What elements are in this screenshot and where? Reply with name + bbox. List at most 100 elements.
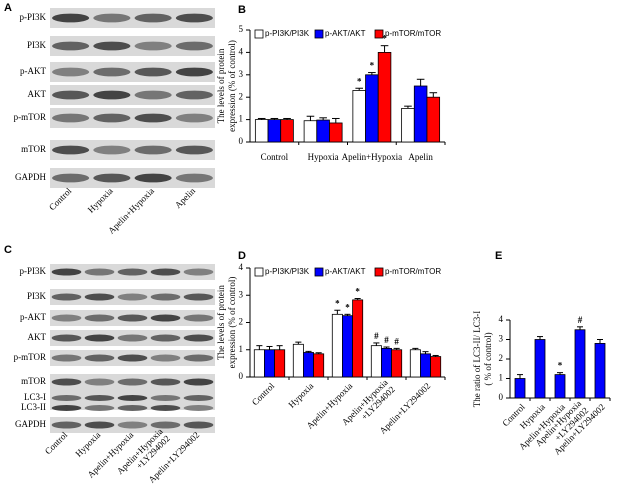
- bar: [267, 119, 282, 143]
- x-tick-label: Control: [261, 152, 289, 162]
- panel-letter: D: [238, 250, 246, 262]
- blot-band: [51, 268, 82, 276]
- bar: [254, 119, 269, 143]
- blot-band: [84, 268, 115, 276]
- blot-row-label: LC3-II: [21, 402, 46, 412]
- blot-row-label: PI3K: [27, 291, 47, 301]
- legend-swatch: [254, 29, 264, 39]
- blot-strip: [50, 108, 215, 128]
- y-tick-label: 3: [239, 69, 244, 79]
- significance-marker: *: [335, 298, 340, 308]
- blot-band: [175, 113, 213, 123]
- blot-band: [183, 405, 214, 411]
- blot-band: [150, 314, 181, 322]
- panel-letter: A: [4, 2, 12, 14]
- blot-row-label: p-AKT: [20, 312, 46, 322]
- bar: [264, 349, 275, 378]
- blot-band: [183, 395, 214, 401]
- legend-label: p-mTOR/mTOR: [385, 29, 441, 38]
- significance-marker: #: [374, 331, 379, 341]
- blot-band: [51, 421, 82, 429]
- y-tick-label: 1: [239, 344, 244, 354]
- blot-strip: [50, 8, 215, 28]
- blot-band: [93, 145, 131, 155]
- blot-row-label: AKT: [28, 89, 47, 99]
- y-tick-label: 2: [239, 91, 244, 101]
- legend-label: p-AKT/AKT: [325, 29, 366, 38]
- bar: [377, 52, 392, 143]
- bar: [253, 349, 265, 378]
- blot-band: [93, 67, 131, 77]
- significance-marker: *: [355, 287, 360, 297]
- bar: [313, 353, 325, 378]
- significance-marker: *: [382, 34, 387, 44]
- blot-band: [150, 378, 181, 386]
- legend-swatch: [374, 29, 384, 39]
- blot-band: [150, 334, 181, 342]
- bar: [352, 299, 364, 378]
- bar: [331, 313, 343, 378]
- blot-band: [183, 293, 214, 301]
- blot-band: [84, 395, 115, 401]
- blot-row-label: p-mTOR: [14, 352, 46, 362]
- y-tick-label: 4: [239, 262, 244, 272]
- significance-marker: *: [370, 61, 375, 71]
- blot-band: [117, 268, 148, 276]
- blot-row-label: mTOR: [21, 144, 46, 154]
- blot-row-label: AKT: [28, 332, 47, 342]
- significance-marker: *: [357, 76, 362, 86]
- significance-marker: *: [345, 302, 350, 312]
- x-tick-label: Control: [250, 380, 277, 407]
- blot-band: [150, 395, 181, 401]
- blot-band: [117, 334, 148, 342]
- blot-band: [175, 67, 213, 77]
- bar: [420, 353, 431, 378]
- blot-band: [117, 405, 148, 411]
- y-tick-label: 1: [499, 373, 504, 383]
- y-tick-label: 0: [499, 392, 504, 402]
- legend-swatch: [254, 267, 264, 277]
- blot-band: [93, 13, 131, 23]
- x-tick-label: Hypoxia: [286, 381, 315, 410]
- bar: [303, 120, 318, 143]
- blot-band: [175, 173, 213, 183]
- bar: [574, 329, 586, 399]
- lane-label: Hypoxia: [73, 430, 102, 459]
- blot-band: [150, 293, 181, 301]
- blot-band: [117, 395, 148, 401]
- blot-band: [117, 314, 148, 322]
- lane-label: Control: [47, 185, 74, 212]
- bar: [426, 96, 441, 143]
- bar: [430, 356, 442, 378]
- y-tick-label: 0: [239, 136, 244, 146]
- bar: [370, 345, 382, 378]
- legend-swatch: [374, 267, 384, 277]
- blot-strip: [50, 85, 215, 105]
- bar: [391, 349, 403, 378]
- blot-band: [175, 13, 213, 23]
- bar: [381, 347, 392, 378]
- bar: [280, 119, 294, 143]
- bar: [274, 349, 286, 378]
- blot-band: [117, 378, 148, 386]
- significance-marker: #: [394, 336, 399, 346]
- legend-swatch: [314, 267, 324, 277]
- blot-band: [183, 378, 214, 386]
- y-tick-label: 0: [239, 371, 244, 381]
- y-tick-label: 3: [239, 289, 244, 299]
- legend-label: p-mTOR/mTOR: [385, 267, 441, 276]
- significance-marker: #: [578, 315, 583, 325]
- blot-band: [93, 41, 131, 51]
- panel-letter: E: [495, 250, 502, 262]
- blot-strip: [50, 140, 215, 160]
- y-axis-label: The ratio of LC3-II/ LC3-I: [472, 311, 482, 407]
- bar: [342, 315, 353, 378]
- blot-band: [93, 90, 131, 100]
- blot-row-label: GAPDH: [15, 172, 47, 182]
- blot-band: [52, 13, 90, 23]
- bar: [594, 342, 606, 399]
- blot-band: [52, 90, 90, 100]
- blot-band: [134, 67, 172, 77]
- significance-marker: *: [558, 361, 563, 371]
- bar: [409, 349, 421, 378]
